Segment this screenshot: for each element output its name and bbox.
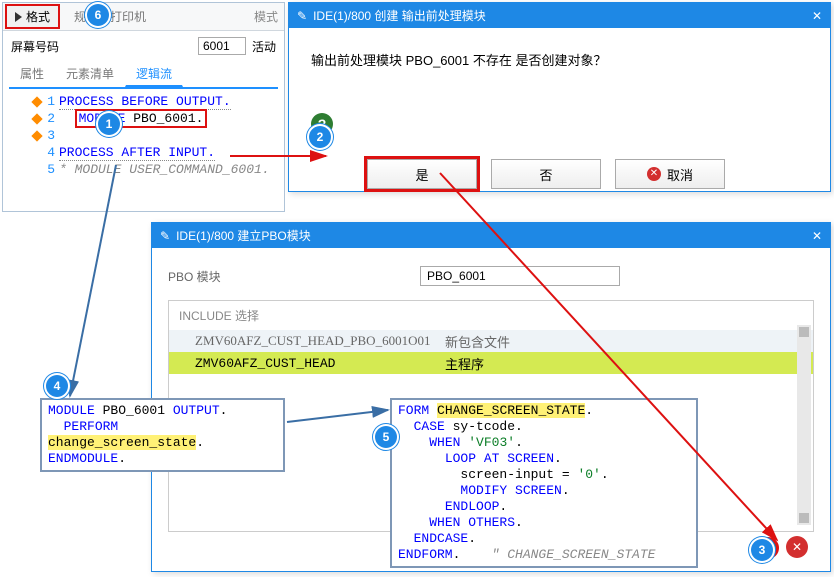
tab-flowlogic[interactable]: 逻辑流 bbox=[125, 61, 183, 87]
pbo-module-label: PBO 模块 bbox=[168, 268, 408, 285]
toolbar: 格式 规范化打印机 模式 bbox=[3, 3, 284, 31]
dlg2-titlebar: ✎ IDE(1)/800 建立PBO模块 ✕ bbox=[152, 223, 830, 248]
edit-icon: ✎ bbox=[297, 9, 307, 23]
scroll-up-icon[interactable] bbox=[799, 327, 809, 337]
step-badge-5: 5 bbox=[375, 426, 397, 448]
cancel-button-2[interactable]: ✕ bbox=[786, 536, 808, 558]
code-l1: PROCESS BEFORE OUTPUT. bbox=[59, 94, 231, 110]
step-badge-3: 3 bbox=[751, 539, 773, 561]
printer-label: 规范化打印机 bbox=[74, 8, 146, 25]
mode-label: 模式 bbox=[254, 8, 278, 25]
close-icon[interactable]: ✕ bbox=[812, 9, 822, 23]
create-module-dialog: ✎ IDE(1)/800 创建 输出前处理模块 ✕ 输出前处理模块 PBO_60… bbox=[288, 2, 831, 192]
tab-elements[interactable]: 元素清单 bbox=[55, 61, 125, 87]
cancel-button[interactable]: ✕取消 bbox=[615, 159, 725, 189]
dlg1-title: IDE(1)/800 创建 输出前处理模块 bbox=[313, 7, 486, 24]
no-button[interactable]: 否 bbox=[491, 159, 601, 189]
cancel-x-icon: ✕ bbox=[647, 167, 661, 181]
tab-attributes[interactable]: 属性 bbox=[9, 61, 55, 87]
code-snippet-form: FORM CHANGE_SCREEN_STATE. CASE sy-tcode.… bbox=[390, 398, 698, 568]
step-badge-6: 6 bbox=[87, 4, 109, 26]
close-icon[interactable]: ✕ bbox=[812, 229, 822, 243]
step-badge-4: 4 bbox=[46, 375, 68, 397]
screen-num-label: 屏幕号码 bbox=[11, 38, 59, 55]
dlg1-message: 输出前处理模块 PBO_6001 不存在 是否创建对象？ bbox=[311, 50, 606, 69]
code-l4: PROCESS AFTER INPUT. bbox=[59, 145, 215, 161]
tabstrip: 属性 元素清单 逻辑流 bbox=[9, 61, 278, 89]
format-button[interactable]: 格式 bbox=[5, 4, 60, 29]
code-l2: MODULE PBO_6001. bbox=[59, 109, 207, 128]
arrow-right-icon bbox=[15, 12, 22, 22]
code-snippet-module: MODULE PBO_6001 OUTPUT. PERFORM change_s… bbox=[40, 398, 285, 472]
dlg1-titlebar: ✎ IDE(1)/800 创建 输出前处理模块 ✕ bbox=[289, 3, 830, 28]
step-badge-1: 1 bbox=[98, 113, 120, 135]
include-row-main[interactable]: ZMV60AFZ_CUST_HEAD 主程序 bbox=[169, 352, 813, 374]
code-l5: * MODULE USER_COMMAND_6001. bbox=[59, 162, 270, 177]
pbo-module-input[interactable]: PBO_6001 bbox=[420, 266, 620, 286]
include-title: INCLUDE 选择 bbox=[169, 301, 813, 330]
format-label: 格式 bbox=[26, 8, 50, 25]
screen-painter-editor: 格式 规范化打印机 模式 屏幕号码 6001 活动 属性 元素清单 逻辑流 1 P… bbox=[2, 2, 285, 212]
screen-number-row: 屏幕号码 6001 活动 bbox=[3, 31, 284, 61]
flow-logic-code[interactable]: 1PROCESS BEFORE OUTPUT. 2 MODULE PBO_600… bbox=[3, 89, 284, 182]
active-label: 活动 bbox=[252, 38, 276, 55]
screen-num-value[interactable]: 6001 bbox=[198, 37, 246, 55]
scroll-down-icon[interactable] bbox=[799, 513, 809, 523]
include-row-new[interactable]: ZMV60AFZ_CUST_HEAD_PBO_6001O01 新包含文件 bbox=[169, 330, 813, 352]
dlg2-title: IDE(1)/800 建立PBO模块 bbox=[176, 227, 311, 244]
yes-button[interactable]: 是 bbox=[367, 159, 477, 189]
scrollbar[interactable] bbox=[797, 325, 811, 525]
edit-icon: ✎ bbox=[160, 229, 170, 243]
step-badge-2: 2 bbox=[309, 126, 331, 148]
